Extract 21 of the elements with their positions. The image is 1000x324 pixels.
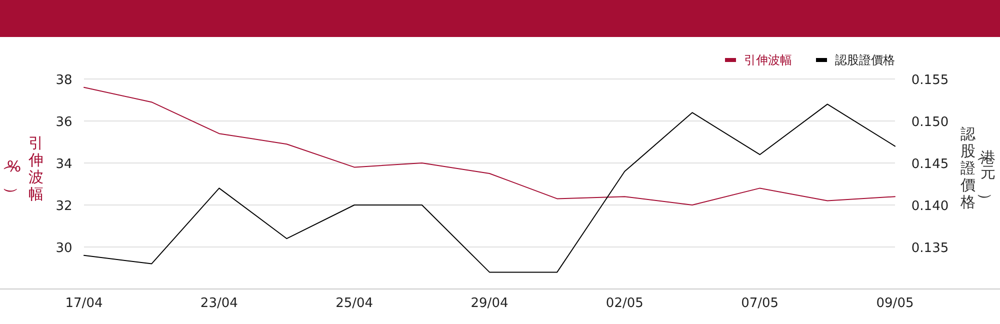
x-tick-label: 09/05 (876, 296, 914, 311)
x-tick-label: 07/05 (741, 296, 779, 311)
y2-tick-label: 0.135 (911, 241, 949, 256)
y-tick-label: 38 (56, 73, 72, 88)
x-tick-label: 02/05 (606, 296, 644, 311)
y-tick-label: 34 (56, 157, 72, 172)
x-tick-label: 23/04 (200, 296, 238, 311)
x-tick-label: 25/04 (336, 296, 374, 311)
line-series (84, 104, 896, 273)
y-tick-label: 30 (56, 241, 72, 256)
y2-tick-label: 0.155 (911, 73, 949, 88)
y-tick-label: 32 (56, 199, 72, 214)
y-tick-label: 36 (56, 115, 72, 130)
legend-label: 引伸波幅 (744, 53, 792, 67)
line-series (84, 86, 896, 206)
y2-tick-label: 0.145 (911, 157, 949, 172)
y2-tick-label: 0.150 (911, 115, 949, 130)
y2-tick-label: 0.140 (911, 199, 949, 214)
legend-label: 認股證價格 (835, 53, 895, 67)
x-tick-label: 17/04 (65, 296, 103, 311)
x-tick-label: 29/04 (470, 296, 508, 311)
